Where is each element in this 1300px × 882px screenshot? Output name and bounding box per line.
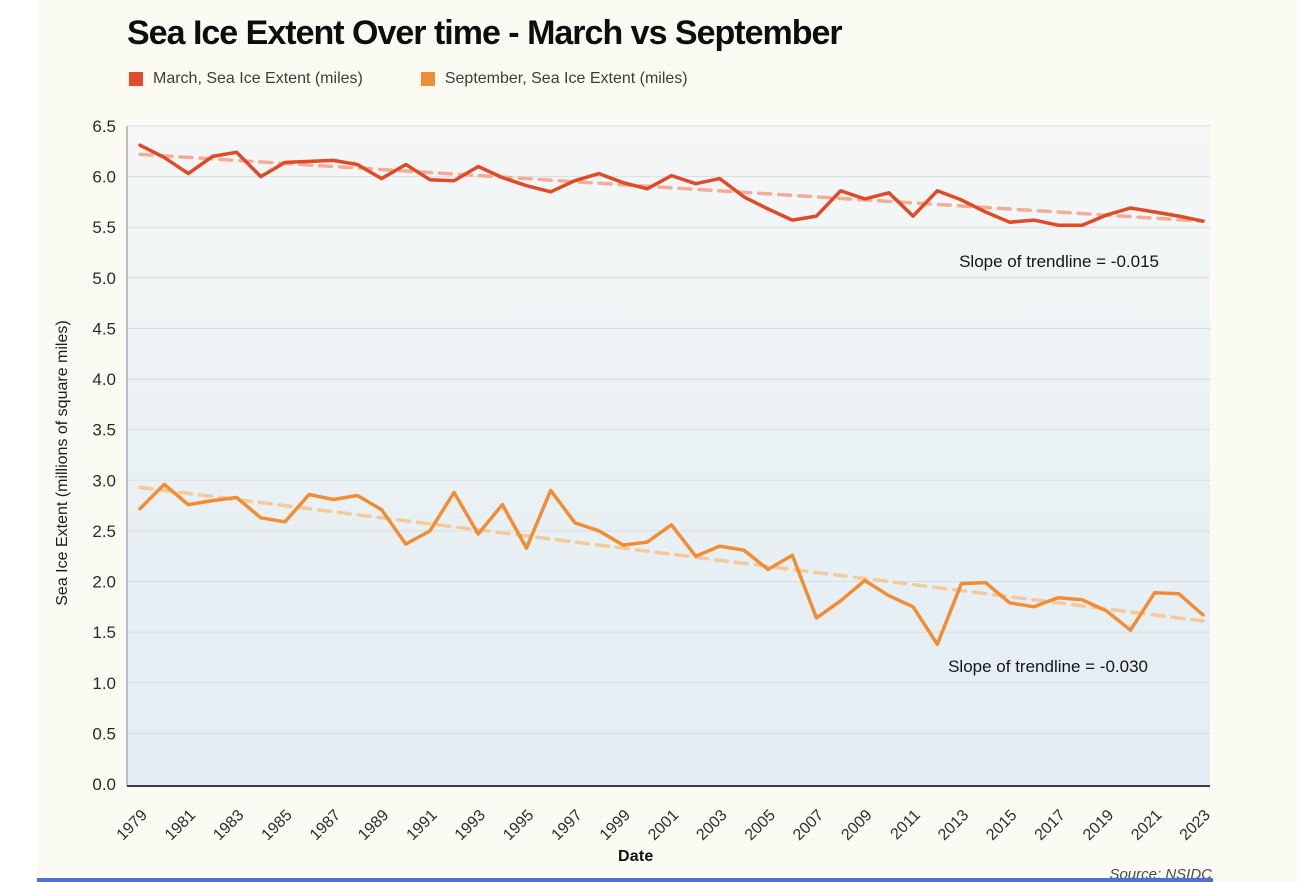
svg-text:6.5: 6.5 — [92, 117, 116, 136]
svg-text:1991: 1991 — [404, 807, 441, 844]
march-legend-label: March, Sea Ice Extent (miles) — [153, 70, 363, 87]
legend: March, Sea Ice Extent (miles) September,… — [129, 70, 688, 88]
svg-text:2.5: 2.5 — [92, 522, 116, 541]
svg-text:2001: 2001 — [645, 807, 682, 844]
svg-text:2005: 2005 — [742, 807, 779, 844]
bottom-accent-bar — [37, 878, 1213, 882]
svg-text:1999: 1999 — [597, 807, 634, 844]
svg-text:4.5: 4.5 — [92, 319, 116, 338]
svg-text:1981: 1981 — [162, 807, 199, 844]
svg-text:2017: 2017 — [1032, 807, 1069, 844]
march-trend-slope-annotation: Slope of trendline = -0.015 — [959, 252, 1159, 271]
svg-text:5.0: 5.0 — [92, 269, 116, 288]
y-axis-title: Sea Ice Extent (millions of square miles… — [54, 320, 71, 606]
svg-text:1989: 1989 — [355, 807, 392, 844]
svg-text:1997: 1997 — [549, 807, 586, 844]
chart-title: Sea Ice Extent Over time - March vs Sept… — [127, 14, 843, 52]
september-legend-swatch — [420, 72, 435, 86]
svg-text:1.5: 1.5 — [92, 623, 116, 642]
svg-text:2003: 2003 — [693, 807, 730, 844]
svg-text:1993: 1993 — [452, 807, 489, 844]
svg-text:1985: 1985 — [259, 807, 296, 844]
svg-text:0.0: 0.0 — [92, 775, 116, 794]
svg-text:2011: 2011 — [888, 807, 924, 843]
svg-text:1979: 1979 — [114, 807, 151, 844]
legend-item-september: September, Sea Ice Extent (miles) — [420, 70, 688, 88]
september-legend-label: September, Sea Ice Extent (miles) — [444, 70, 688, 87]
september-trend-slope-annotation: Slope of trendline = -0.030 — [948, 657, 1148, 676]
chart-panel: Sea Ice Extent Over time - March vs Sept… — [37, 0, 1300, 882]
svg-text:1987: 1987 — [307, 807, 344, 844]
svg-text:3.5: 3.5 — [92, 421, 116, 440]
svg-text:2021: 2021 — [1128, 807, 1165, 844]
svg-text:2019: 2019 — [1080, 807, 1117, 844]
svg-text:2.0: 2.0 — [92, 573, 116, 592]
line-chart: 0.0 0.5 1.0 1.5 2.0 2.5 3.0 3.5 4.0 4.5 5.0 5.5 6.0 6… — [92, 117, 1214, 844]
svg-text:3.0: 3.0 — [92, 471, 116, 490]
svg-text:2009: 2009 — [838, 807, 875, 844]
svg-text:4.0: 4.0 — [92, 370, 116, 389]
svg-text:1983: 1983 — [210, 807, 247, 844]
svg-text:2015: 2015 — [983, 807, 1020, 844]
svg-text:6.0: 6.0 — [92, 168, 116, 187]
march-legend-swatch — [129, 72, 143, 86]
svg-text:1995: 1995 — [500, 807, 537, 844]
svg-text:2013: 2013 — [935, 807, 972, 844]
x-axis-title: Date — [618, 848, 654, 865]
legend-item-march: March, Sea Ice Extent (miles) — [129, 70, 363, 88]
svg-text:1.0: 1.0 — [92, 674, 116, 693]
svg-text:0.5: 0.5 — [92, 724, 116, 743]
svg-text:2023: 2023 — [1177, 807, 1214, 844]
svg-text:5.5: 5.5 — [92, 218, 116, 237]
svg-text:2007: 2007 — [790, 807, 827, 844]
